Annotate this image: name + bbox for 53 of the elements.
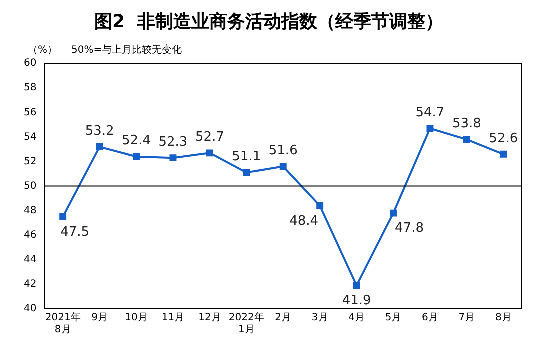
x-tick-label: 12月 xyxy=(198,312,222,324)
x-tick-label: 10月 xyxy=(125,312,148,324)
x-tick-label: 2022年 1月 xyxy=(228,312,264,336)
data-label: 48.4 xyxy=(290,214,319,229)
point xyxy=(463,136,470,144)
x-tick-label: 11月 xyxy=(162,312,185,324)
data-label: 53.8 xyxy=(452,116,482,132)
data-label: 52.7 xyxy=(195,130,224,146)
point xyxy=(500,150,508,158)
y-tick-label: 48 xyxy=(24,205,37,216)
x-tick-label: 6月 xyxy=(422,312,438,324)
data-label: 47.8 xyxy=(395,221,424,236)
x-tick-label: 5月 xyxy=(385,312,402,324)
x-tick-label: 2月 xyxy=(275,312,292,324)
x-tick-label: 3月 xyxy=(312,312,328,324)
x-tick-label: 8月 xyxy=(495,312,512,324)
data-label: 54.7 xyxy=(416,106,445,121)
point xyxy=(96,144,104,151)
point xyxy=(390,210,397,217)
data-label: 52.4 xyxy=(122,134,151,149)
point xyxy=(353,282,360,290)
point xyxy=(60,214,67,220)
y-tick-label: 56 xyxy=(24,107,37,118)
text: 50%=与上月比较无变化 xyxy=(72,44,182,56)
data-label: 52.6 xyxy=(489,131,518,146)
y-tick-label: 54 xyxy=(24,132,37,143)
y-tick-label: 40 xyxy=(24,304,37,315)
y-tick-label: 46 xyxy=(24,230,37,241)
x-tick-label: 7月 xyxy=(458,312,476,324)
y-tick-label: 44 xyxy=(24,254,37,266)
chart-title: 图2 非制造业商务活动指数（经季节调整） xyxy=(94,11,444,32)
data-label: 51.6 xyxy=(268,144,298,159)
x-tick-label: 2021年 8月 xyxy=(45,312,81,336)
point xyxy=(133,153,140,160)
y-tick-label: 42 xyxy=(24,279,37,290)
y-tick-label: 52 xyxy=(24,156,37,168)
point xyxy=(206,150,214,157)
y-axis-title: （%） xyxy=(28,45,58,56)
x-tick-label: 4月 xyxy=(348,312,365,324)
data-label: 47.5 xyxy=(60,224,90,240)
data-label: 52.3 xyxy=(158,134,188,150)
data-label: 41.9 xyxy=(342,294,372,309)
data-label: 51.1 xyxy=(232,150,262,165)
y-tick-label: 60 xyxy=(24,58,37,70)
point xyxy=(426,125,434,132)
point xyxy=(170,154,177,162)
y-tick-label: 50 xyxy=(24,180,37,192)
y-tick-label: 58 xyxy=(24,82,37,94)
x-tick-label: 9月 xyxy=(92,312,108,324)
point xyxy=(280,163,287,170)
data-label: 53.2 xyxy=(85,124,114,139)
point xyxy=(316,202,324,210)
point xyxy=(243,169,250,176)
